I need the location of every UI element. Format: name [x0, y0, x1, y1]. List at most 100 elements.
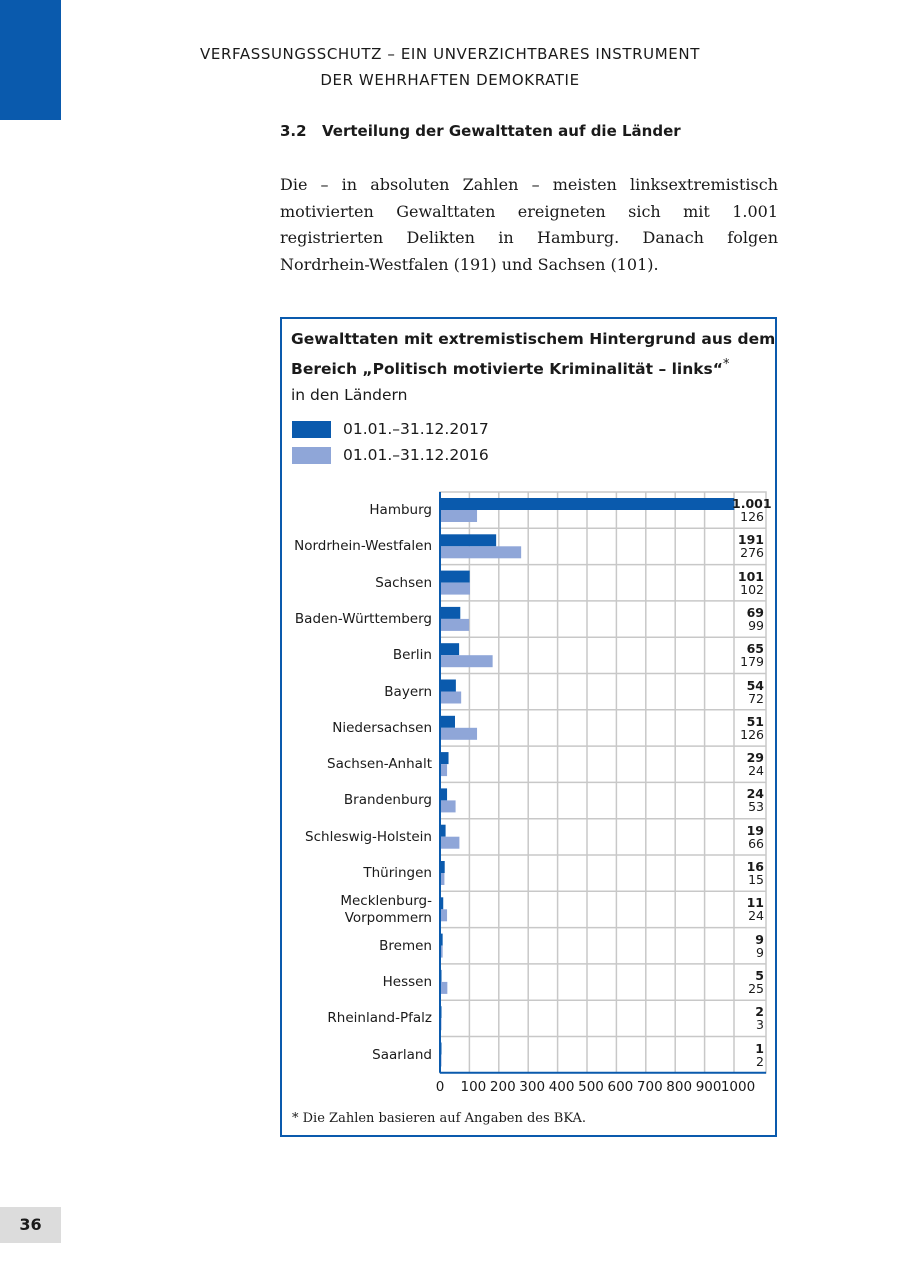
- bar-2016: [440, 510, 478, 522]
- value-labels: 24 53: [732, 787, 764, 813]
- value-label-2016: 2: [756, 1053, 764, 1069]
- value-label-2017: 101: [737, 568, 764, 584]
- value-labels: 1.001 126: [732, 496, 772, 523]
- value-labels: 51 126: [732, 715, 764, 741]
- bar-2017: [440, 570, 470, 583]
- chart-title-line2: Bereich „Politisch motivierte Kriminalit…: [291, 360, 723, 379]
- legend-label-2016: 01.01.–31.12.2016: [343, 446, 489, 464]
- value-label-2016: 25: [748, 980, 764, 996]
- legend-item-2016: 01.01.–31.12.2016: [292, 446, 489, 464]
- value-label-2016: 9: [756, 944, 764, 960]
- bar-2016: [440, 691, 462, 704]
- bar-2017: [440, 897, 444, 910]
- bar-2017: [440, 679, 456, 692]
- bar-2017: [440, 498, 735, 510]
- bar-2016: [440, 981, 448, 994]
- chart-title-line1: Gewalttaten mit extremistischem Hintergr…: [291, 330, 776, 348]
- x-tick-label: 0: [435, 1079, 445, 1095]
- value-labels: 29 24: [732, 751, 764, 777]
- running-header-line1: VERFASSUNGSSCHUTZ – EIN UNVERZICHTBARES …: [200, 45, 700, 63]
- value-label-2016: 3: [756, 1017, 764, 1033]
- category-label: Rheinland-Pfalz: [327, 1010, 432, 1027]
- section-number: 3.2: [280, 122, 307, 140]
- bar-2016: [440, 836, 460, 849]
- value-label-2016: 53: [748, 799, 764, 815]
- value-label-2016: 24: [748, 908, 764, 924]
- chart-title: Gewalttaten mit extremistischem Hintergr…: [291, 326, 775, 408]
- value-labels: 191 276: [732, 533, 764, 559]
- bar-2016: [440, 546, 522, 559]
- body-paragraph: Die – in absoluten Zahlen – meisten link…: [280, 175, 778, 274]
- legend-item-2017: 01.01.–31.12.2017: [292, 420, 489, 438]
- bar-2016: [440, 945, 443, 958]
- x-tick-label: 800: [666, 1079, 693, 1095]
- chart-subtitle: in den Ländern: [291, 386, 408, 405]
- x-tick-label: 200: [489, 1079, 516, 1095]
- value-label-2017: 1.001: [732, 496, 772, 511]
- chapter-tab: [0, 0, 61, 120]
- category-label: Niedersachsen: [332, 719, 432, 736]
- page-number: 36: [0, 1207, 61, 1243]
- value-label-2017: 24: [746, 786, 764, 802]
- x-tick-label: 600: [607, 1079, 634, 1095]
- bar-2017: [440, 606, 461, 619]
- x-tick-label: 100: [460, 1079, 487, 1095]
- category-label: Sachsen-Anhalt: [327, 756, 432, 773]
- bar-2017: [440, 861, 445, 873]
- value-label-2016: 102: [740, 581, 764, 597]
- value-label-2017: 2: [755, 1004, 764, 1020]
- value-labels: 101 102: [732, 570, 764, 596]
- value-label-2016: 126: [740, 726, 764, 742]
- category-label: Thüringen: [363, 865, 432, 881]
- legend-label-2017: 01.01.–31.12.2017: [343, 420, 489, 438]
- section-heading: 3.2 Verteilung der Gewalttaten auf die Lä…: [280, 122, 681, 140]
- bar-2017: [440, 643, 460, 656]
- bar-2017: [440, 788, 448, 801]
- bar-2017: [440, 824, 446, 837]
- section-title: Verteilung der Gewalttaten auf die Lände…: [322, 122, 681, 140]
- category-label: Baden-Württemberg: [294, 610, 432, 627]
- bar-2017: [440, 933, 443, 946]
- value-labels: 69 99: [732, 606, 764, 632]
- value-label-2017: 16: [746, 859, 764, 874]
- value-label-2016: 179: [740, 654, 764, 670]
- category-label: Nordrhein-Westfalen: [294, 538, 432, 555]
- category-label: Schleswig-Holstein: [305, 828, 432, 845]
- value-label-2016: 15: [748, 872, 764, 887]
- category-label: Bremen: [379, 937, 432, 954]
- value-labels: 65 179: [732, 642, 764, 668]
- value-labels: 11 24: [732, 896, 764, 922]
- value-label-2016: 24: [748, 763, 764, 779]
- x-tick-label: 1000: [720, 1079, 756, 1095]
- bar-2016: [440, 800, 456, 813]
- value-label-2017: 191: [737, 532, 764, 548]
- value-label-2017: 11: [746, 895, 764, 911]
- bar-2016: [440, 618, 470, 631]
- x-tick-label: 700: [636, 1079, 663, 1095]
- value-label-2017: 51: [746, 713, 764, 729]
- category-label: Hessen: [382, 973, 432, 990]
- value-label-2017: 19: [746, 822, 764, 838]
- bar-2016: [440, 909, 448, 922]
- bar-2017: [440, 715, 455, 728]
- value-labels: 16 15: [732, 860, 764, 886]
- bar-2016: [440, 764, 448, 777]
- value-labels: 54 72: [732, 679, 764, 705]
- value-label-2016: 66: [748, 835, 764, 851]
- value-label-2017: 1: [755, 1040, 764, 1056]
- running-header-line2: DER WEHRHAFTEN DEMOKRATIE: [320, 71, 580, 89]
- value-label-2016: 276: [740, 545, 764, 561]
- category-label: Bayern: [384, 683, 432, 700]
- value-label-2017: 5: [755, 967, 764, 983]
- value-label-2017: 9: [755, 931, 764, 947]
- value-label-2016: 72: [748, 690, 764, 706]
- value-label-2017: 69: [746, 604, 764, 620]
- value-label-2017: 54: [746, 677, 764, 693]
- bar-2016: [440, 727, 478, 740]
- bar-2017: [440, 752, 449, 765]
- chart-title-mark: *: [722, 357, 730, 372]
- value-label-2016: 99: [748, 617, 764, 633]
